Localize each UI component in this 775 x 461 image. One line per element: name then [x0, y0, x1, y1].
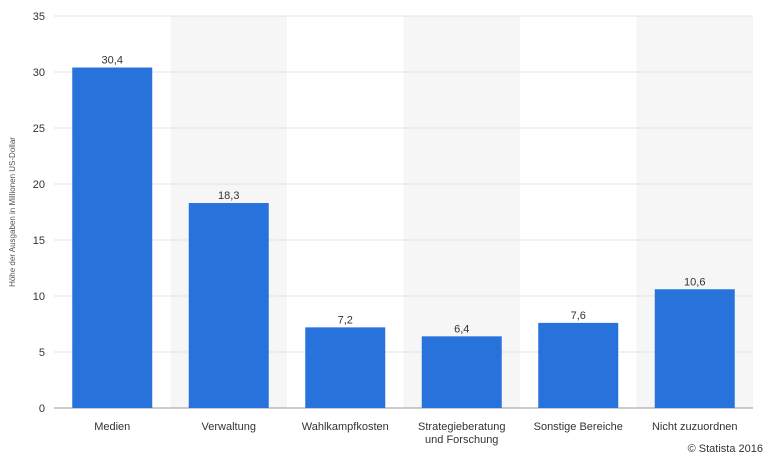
y-tick-label: 35 — [33, 11, 45, 23]
statista-credit[interactable]: © Statista 2016 — [687, 443, 763, 455]
category-label: Sonstige Bereiche — [534, 421, 623, 433]
category-label: Wahlkampfkosten — [302, 421, 389, 433]
y-tick-label: 5 — [39, 347, 45, 359]
y-tick-label: 25 — [33, 123, 45, 135]
data-label: 30,4 — [102, 55, 123, 67]
category-label: Medien — [94, 421, 130, 433]
category-label: und Forschung — [425, 434, 498, 446]
y-tick-label: 30 — [33, 67, 45, 79]
y-tick-label: 15 — [33, 235, 45, 247]
bar[interactable] — [421, 336, 502, 408]
data-label: 18,3 — [218, 190, 239, 202]
y-tick-label: 20 — [33, 179, 45, 191]
data-label: 7,6 — [571, 310, 586, 322]
data-label: 6,4 — [454, 323, 469, 335]
bar[interactable] — [538, 322, 619, 408]
bar[interactable] — [188, 203, 269, 408]
bar[interactable] — [305, 327, 386, 408]
bar[interactable] — [654, 289, 735, 408]
data-label: 10,6 — [684, 276, 705, 288]
y-tick-label: 0 — [39, 403, 45, 415]
bar[interactable] — [72, 67, 153, 409]
category-label: Strategieberatung — [418, 421, 505, 433]
data-label: 7,2 — [338, 314, 353, 326]
category-label: Nicht zuzuordnen — [652, 421, 738, 433]
y-axis-label: Höhe der Ausgaben in Millionen US-Dollar — [8, 137, 17, 287]
category-label: Verwaltung — [202, 421, 256, 433]
y-tick-label: 10 — [33, 291, 45, 303]
